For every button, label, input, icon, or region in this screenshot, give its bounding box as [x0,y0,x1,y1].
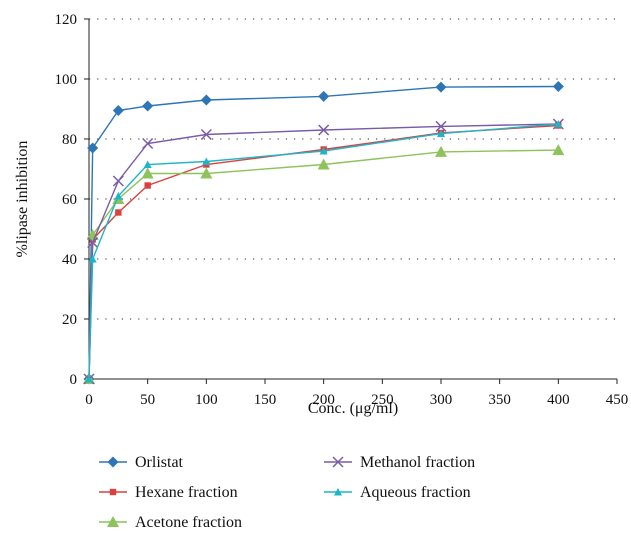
legend-swatch-marker [334,488,342,496]
series-methanol-fraction [83,118,564,385]
x-tick-label: 0 [85,392,93,408]
data-point [142,100,154,112]
y-tick-label: 40 [62,252,77,268]
x-tick-label: 400 [547,392,570,408]
data-point [200,167,213,179]
series-acetone-fraction [83,144,565,384]
data-point [88,255,97,263]
legend-item: Acetone fraction [99,514,242,531]
data-point [115,209,122,216]
series-line [88,123,559,380]
x-tick-label: 200 [312,392,335,408]
data-point [435,120,447,132]
data-point [142,137,154,150]
x-tick-label: 250 [371,392,394,408]
data-point [200,94,212,106]
data-point [435,145,447,157]
x-tick-label: 350 [488,392,511,408]
y-tick-labels: 0 20 40 60 80 100 120 [55,12,89,388]
y-tick-label: 20 [62,312,77,328]
data-point [141,167,154,179]
x-tick-label: 100 [195,392,218,408]
legend-item: Methanol fraction [324,454,475,471]
data-point [319,147,328,155]
series-line [88,85,559,380]
legend-swatch-marker [109,488,117,496]
data-point [144,182,151,189]
data-point [437,129,445,138]
legend-label: Methanol fraction [360,454,475,471]
y-tick-label: 100 [55,72,78,88]
legend-swatch-marker [107,516,119,527]
legend: Orlistat Methanol fraction Hexane fraction… [99,454,475,531]
data-point [87,142,99,154]
data-point [112,175,124,187]
legend-label: Hexane fraction [135,484,238,501]
series-line [88,124,559,380]
y-tick-label: 0 [70,372,78,388]
grid-lines [89,18,617,320]
data-point [552,144,565,156]
y-tick-label: 60 [62,192,77,208]
series-line [88,123,559,380]
legend-swatch-marker [107,456,119,468]
data-point [87,236,99,249]
x-tick-label: 150 [254,392,277,408]
data-point [435,81,447,93]
legend-item: Aqueous fraction [324,484,471,501]
legend-item: Hexane fraction [99,484,238,501]
x-tick-label: 450 [606,392,629,408]
data-point [318,124,330,136]
data-point [85,375,93,383]
data-point [552,81,564,92]
legend-swatch-marker [332,456,344,468]
x-tick-label: 300 [430,392,453,408]
x-tick-labels: 0 50 100 150 200 250 300 350 400 450 [85,379,628,408]
data-point [318,90,330,102]
x-tick-label: 50 [140,392,155,408]
series-aqueous-fraction [85,120,563,383]
data-point [202,157,211,165]
data-point [317,158,330,170]
data-point [143,160,152,168]
data-point [86,229,99,240]
legend-label: Acetone fraction [135,514,242,531]
y-tick-label: 120 [55,12,78,28]
x-axis-title: Conc. (μg/ml) [308,400,398,417]
data-point [200,128,212,141]
series-orlistat [83,81,564,385]
legend-label: Aqueous fraction [360,484,471,501]
data-point [554,120,563,128]
series-group [83,81,565,385]
axes [88,19,617,380]
data-point [114,192,123,200]
y-tick-label: 80 [62,132,77,148]
data-point [112,105,124,116]
legend-label: Orlistat [135,454,184,471]
y-axis-title: %lipase inhibition [14,141,31,258]
series-line [88,149,559,380]
legend-item: Orlistat [99,454,184,471]
